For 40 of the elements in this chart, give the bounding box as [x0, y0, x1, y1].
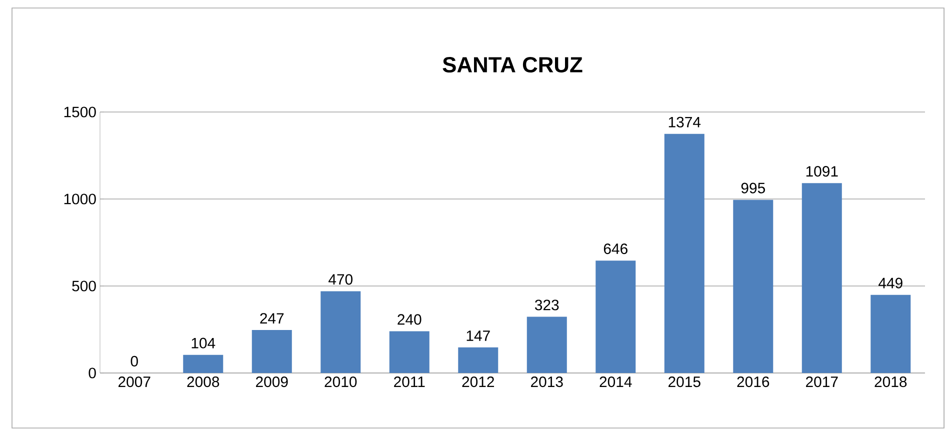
- data-label: 449: [878, 278, 902, 288]
- x-tick-label: 2013: [531, 376, 563, 388]
- x-tick-label: 2015: [668, 376, 700, 388]
- bar: [870, 294, 911, 373]
- y-tick-label: 500: [72, 280, 96, 292]
- data-label: 240: [398, 314, 422, 325]
- x-tick-label: 2009: [256, 376, 288, 388]
- x-tick-label: 2007: [118, 376, 150, 388]
- chart-title: SANTA CRUZ: [442, 56, 582, 73]
- data-label: 0: [130, 356, 138, 366]
- bar: [802, 183, 842, 373]
- x-tick-label: 2016: [737, 376, 770, 388]
- x-tick-label: 2018: [874, 376, 907, 388]
- x-tick-label: 2012: [462, 376, 494, 388]
- x-tick-label: 2011: [394, 376, 425, 388]
- data-label: 1374: [668, 116, 701, 128]
- x-tick-label: 2014: [600, 376, 632, 388]
- y-tick-label: 0: [88, 368, 96, 378]
- y-tick-label: 1000: [64, 194, 96, 204]
- data-label: 1091: [806, 166, 838, 177]
- data-label: 995: [741, 182, 765, 194]
- x-tick-label: 2008: [187, 376, 220, 388]
- data-label: 323: [534, 300, 559, 310]
- bar: [252, 330, 292, 373]
- bar: [389, 331, 430, 373]
- data-label: 147: [466, 330, 490, 341]
- data-label: 646: [604, 243, 628, 254]
- bar: [664, 134, 704, 373]
- bar: [596, 260, 636, 373]
- bar: [183, 354, 224, 373]
- x-tick-label: 2017: [806, 376, 838, 388]
- data-label: 104: [192, 338, 216, 348]
- data-label: 470: [328, 274, 353, 285]
- y-tick-label: 1500: [64, 106, 96, 118]
- bar: [526, 316, 567, 373]
- bar: [320, 291, 361, 373]
- data-label: 247: [260, 313, 284, 324]
- x-tick-label: 2010: [324, 376, 357, 388]
- bar: [733, 200, 774, 373]
- bar: [458, 347, 498, 373]
